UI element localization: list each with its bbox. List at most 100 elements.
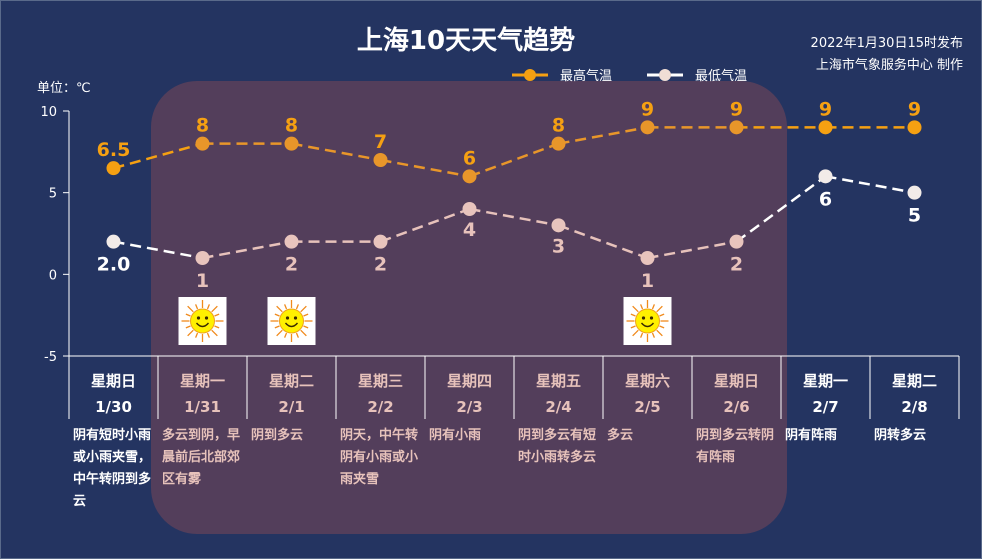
date-label: 2/8 — [901, 398, 927, 416]
day-label: 星期一 — [803, 372, 848, 390]
low-temp-label: 2 — [730, 254, 743, 276]
y-tick-label: -5 — [44, 350, 57, 365]
day-label: 星期日 — [714, 372, 759, 390]
high-temp-segment — [380, 158, 470, 178]
sun-icon — [178, 297, 227, 345]
high-temp-label: 9 — [819, 98, 832, 120]
sun-icon — [267, 297, 316, 345]
high-temp-label: 8 — [285, 115, 298, 137]
weather-description: 多云 — [607, 428, 634, 443]
weather-description: 阴有阵雨 — [785, 428, 838, 443]
high-temp-label: 6.5 — [97, 139, 131, 161]
date-label: 1/31 — [184, 398, 221, 416]
sun-icons — [178, 297, 672, 345]
legend-label-high: 最高气温 — [560, 68, 612, 84]
weather-description: 阴到多云 — [251, 428, 304, 443]
low-temp-label: 3 — [552, 235, 565, 257]
date-label: 2/4 — [545, 398, 571, 416]
low-temp-point — [729, 234, 744, 249]
series-lines — [113, 126, 915, 260]
legend: 最高气温 最低气温 — [512, 68, 747, 84]
day-label: 星期二 — [892, 372, 937, 390]
date-label: 2/2 — [367, 398, 393, 416]
day-label: 星期五 — [536, 372, 581, 390]
high-temp-label: 8 — [552, 115, 565, 137]
low-temp-label: 4 — [463, 219, 476, 241]
day-label: 星期三 — [358, 372, 403, 390]
date-label: 1/30 — [95, 398, 132, 416]
day-label: 星期二 — [269, 372, 314, 390]
low-temp-segment — [647, 240, 737, 260]
value-labels: 6.5 8 8 7 6 8 9 9 9 9 2.0 1 2 2 4 3 1 2 6 5 — [97, 98, 921, 292]
low-temp-label: 5 — [908, 205, 921, 227]
legend-marker-high — [524, 69, 536, 81]
high-temp-point — [373, 153, 388, 167]
date-label: 2/7 — [812, 398, 838, 416]
legend-label-low: 最低气温 — [695, 68, 747, 84]
date-label: 2/1 — [278, 398, 304, 416]
low-temp-point — [640, 251, 655, 265]
high-temp-point — [462, 169, 477, 184]
low-temp-label: 2.0 — [97, 254, 131, 276]
high-temp-label: 6 — [463, 147, 476, 169]
low-temp-point — [551, 218, 566, 233]
high-temp-point — [195, 136, 210, 151]
high-temp-point — [106, 161, 121, 176]
series-points — [106, 120, 922, 265]
date-label: 2/5 — [634, 398, 660, 416]
weather-description: 多云到阴，早晨前后北部郊区有雾 — [162, 428, 241, 487]
weather-description: 阴到多云转阴有阵雨 — [696, 428, 775, 465]
publish-agency: 上海市气象服务中心 制作 — [816, 57, 963, 73]
date-label: 2/3 — [456, 398, 482, 416]
low-temp-point — [195, 251, 210, 265]
low-temp-point — [284, 234, 299, 249]
y-tick-label: 5 — [49, 187, 57, 202]
high-temp-label: 8 — [196, 115, 209, 137]
y-axis-unit: 单位：℃ — [37, 81, 91, 96]
high-temp-point — [818, 120, 833, 135]
weather-description: 阴转多云 — [874, 428, 927, 443]
low-temp-label: 1 — [641, 270, 654, 292]
high-temp-point — [907, 120, 922, 135]
low-temp-point — [907, 185, 922, 200]
high-temp-segment — [113, 142, 203, 170]
low-temp-point — [818, 169, 833, 184]
y-tick-labels: 10 5 0 -5 — [40, 105, 57, 365]
low-temp-point — [106, 234, 121, 249]
weather-description: 阴有短时小雨或小雨夹雪，中午转阴到多云 — [73, 428, 152, 509]
low-temp-segment — [825, 175, 915, 194]
low-temp-label: 1 — [196, 270, 209, 292]
high-temp-label: 7 — [374, 131, 387, 153]
high-temp-point — [284, 136, 299, 151]
sun-icon — [623, 297, 672, 345]
day-label: 星期四 — [447, 372, 492, 390]
legend-marker-low — [659, 69, 671, 81]
day-label: 星期日 — [91, 372, 136, 390]
low-temp-label: 2 — [285, 254, 298, 276]
publish-time: 2022年1月30日15时发布 — [811, 35, 963, 51]
high-temp-point — [640, 120, 655, 135]
low-temp-segment — [202, 240, 292, 260]
date-label: 2/6 — [723, 398, 749, 416]
high-temp-point — [551, 136, 566, 151]
low-temp-segment — [113, 240, 203, 260]
high-temp-label: 9 — [908, 98, 921, 120]
high-temp-point — [729, 120, 744, 135]
weather-description: 阴天，中午转阴有小雨或小雨夹雪 — [340, 428, 419, 487]
y-tick-label: 10 — [40, 105, 57, 120]
low-temp-point — [373, 234, 388, 249]
day-label: 星期六 — [625, 372, 670, 390]
chart-title: 上海10天天气趋势 — [357, 25, 575, 56]
low-temp-segment — [735, 175, 827, 243]
high-temp-label: 9 — [641, 98, 654, 120]
weather-description: 阴到多云有短时小雨转多云 — [518, 428, 597, 465]
highlight-region — [151, 81, 787, 534]
low-temp-label: 6 — [819, 188, 832, 210]
axes — [63, 110, 960, 419]
high-temp-label: 9 — [730, 98, 743, 120]
low-temp-label: 2 — [374, 254, 387, 276]
day-label: 星期一 — [180, 372, 225, 390]
day-columns: 星期日 1/30 星期一 1/31 星期二 2/1 星期三 2/2 星期四 2/3 星期五 2/4 星期… — [91, 372, 937, 416]
